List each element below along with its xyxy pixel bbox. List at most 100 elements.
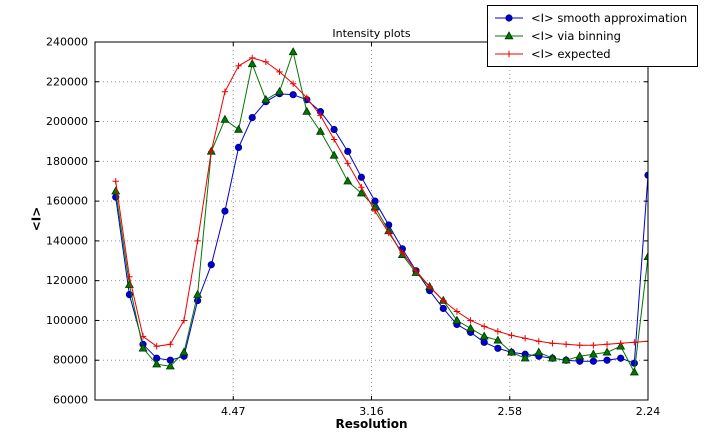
y-tick-label: 100000 xyxy=(46,314,88,327)
plus-marker-icon xyxy=(235,62,242,70)
x-tick-label: 4.47 xyxy=(221,405,246,418)
plus-marker-icon xyxy=(208,148,215,155)
legend-entry-expected: <I> expected xyxy=(494,45,687,62)
plus-marker-icon xyxy=(344,160,351,167)
y-tick-label: 80000 xyxy=(53,354,88,367)
y-tick-label: 140000 xyxy=(46,234,88,247)
legend: <I> smooth approximation <I> via binning… xyxy=(487,5,699,67)
triangle-marker-icon xyxy=(504,30,514,39)
plus-marker-icon xyxy=(505,50,513,57)
triangle-marker-icon xyxy=(479,331,489,340)
plus-marker-icon xyxy=(399,249,406,257)
plus-marker-icon xyxy=(426,283,433,290)
plus-marker-icon xyxy=(385,229,392,237)
triangle-marker-icon xyxy=(493,335,503,344)
triangle-marker-icon xyxy=(288,47,298,56)
triangle-marker-icon xyxy=(356,188,366,197)
plus-marker-icon xyxy=(631,339,638,346)
plus-marker-icon xyxy=(440,297,447,304)
x-axis-label: Resolution xyxy=(335,417,408,431)
legend-label: <I> smooth approximation xyxy=(531,10,688,25)
triangle-marker-icon xyxy=(452,315,462,324)
circle-marker-icon xyxy=(248,113,256,122)
plus-marker-icon xyxy=(153,343,160,350)
y-tick-label: 120000 xyxy=(46,274,88,287)
circle-marker-icon xyxy=(207,261,215,269)
legend-line-triangle-icon xyxy=(495,30,523,39)
plus-marker-icon xyxy=(453,308,461,315)
circle-marker-icon xyxy=(330,125,338,134)
plus-marker-icon xyxy=(180,317,188,324)
plus-marker-icon xyxy=(535,338,543,345)
plus-marker-icon xyxy=(262,58,270,66)
circle-marker-icon xyxy=(589,357,597,365)
triangle-marker-icon xyxy=(152,359,162,368)
circle-marker-icon xyxy=(234,143,243,152)
circle-marker-icon xyxy=(505,13,513,22)
plus-marker-icon xyxy=(167,341,174,348)
triangle-marker-icon xyxy=(466,323,476,332)
triangle-marker-icon xyxy=(643,251,648,260)
legend-label: <I> expected xyxy=(531,46,611,61)
plus-marker-icon xyxy=(617,340,624,347)
plus-marker-icon xyxy=(521,335,529,342)
plus-marker-icon xyxy=(603,341,611,348)
plus-marker-icon xyxy=(576,342,583,349)
legend-line-plus-icon xyxy=(495,50,523,57)
triangle-marker-icon xyxy=(507,347,517,356)
triangle-marker-icon xyxy=(179,347,189,356)
plus-marker-icon xyxy=(194,237,201,245)
triangle-marker-icon xyxy=(575,351,585,360)
plus-marker-icon xyxy=(494,328,502,335)
y-tick-label: 200000 xyxy=(46,115,88,128)
legend-entry-smooth-approximation: <I> smooth approximation xyxy=(494,9,687,26)
legend-line-circle-icon xyxy=(495,13,523,22)
chart-title: Intensity plots xyxy=(332,27,411,40)
circle-marker-icon xyxy=(357,173,365,181)
circle-marker-icon xyxy=(494,344,502,352)
triangle-marker-icon xyxy=(165,361,175,370)
triangle-marker-icon xyxy=(629,367,639,376)
plus-marker-icon xyxy=(317,112,324,119)
y-tick-label: 60000 xyxy=(53,394,88,407)
plus-marker-icon xyxy=(221,88,229,95)
x-tick-label: 3.16 xyxy=(359,405,384,418)
plus-marker-icon xyxy=(371,207,379,215)
plus-marker-icon xyxy=(289,80,297,87)
triangle-marker-icon xyxy=(138,343,148,352)
y-tick-label: 180000 xyxy=(46,155,88,168)
triangle-marker-icon xyxy=(261,94,271,103)
plus-marker-icon xyxy=(481,323,488,330)
triangle-marker-icon xyxy=(315,126,325,135)
series-line xyxy=(115,57,648,347)
circle-marker-icon xyxy=(480,338,488,346)
circle-marker-icon xyxy=(617,354,625,362)
plus-marker-icon xyxy=(644,338,648,345)
triangle-marker-icon xyxy=(520,353,530,362)
circle-marker-icon xyxy=(603,356,611,364)
circle-marker-icon xyxy=(630,359,638,367)
y-axis-label: <I> xyxy=(29,206,44,232)
x-tick-label: 2.58 xyxy=(498,405,523,418)
plus-marker-icon xyxy=(562,341,570,348)
circle-marker-icon xyxy=(344,147,352,155)
triangle-marker-icon xyxy=(343,176,353,185)
triangle-marker-icon xyxy=(329,150,339,159)
plus-marker-icon xyxy=(276,68,283,76)
series-plus xyxy=(112,54,648,350)
triangle-marker-icon xyxy=(234,124,244,133)
triangle-marker-icon xyxy=(547,353,557,362)
legend-label: <I> via binning xyxy=(531,28,621,43)
triangle-marker-icon xyxy=(275,86,284,95)
triangle-marker-icon xyxy=(534,347,544,356)
plus-marker-icon xyxy=(139,333,147,340)
plus-marker-icon xyxy=(508,332,515,339)
triangle-marker-icon xyxy=(588,349,598,358)
plus-marker-icon xyxy=(330,136,338,143)
triangle-marker-icon xyxy=(220,114,230,123)
x-tick-label: 2.24 xyxy=(636,405,661,418)
y-tick-label: 240000 xyxy=(46,36,88,49)
plus-marker-icon xyxy=(112,178,119,185)
